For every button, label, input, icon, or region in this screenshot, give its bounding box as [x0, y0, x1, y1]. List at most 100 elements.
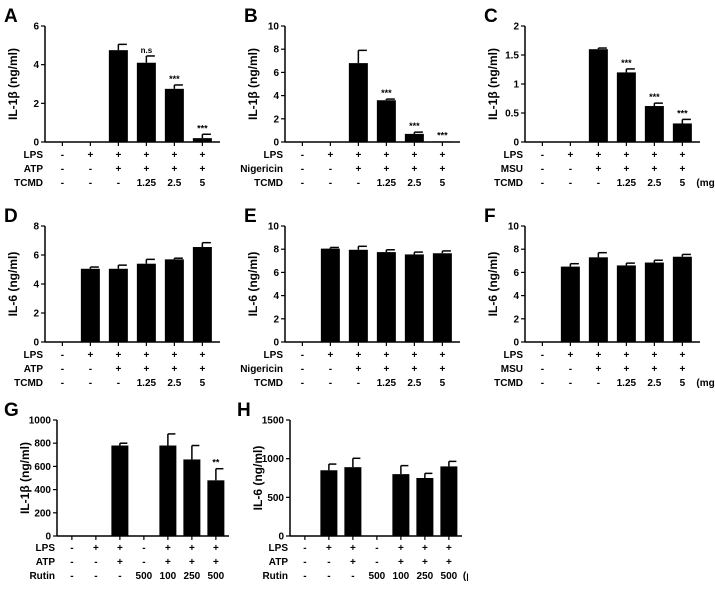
- treatment-cell: +: [567, 150, 573, 161]
- treatment-cell: -: [117, 378, 120, 389]
- treatment-cell: -: [329, 178, 332, 189]
- panel-letter: G: [4, 400, 19, 421]
- treatment-cell: +: [189, 543, 195, 554]
- treatment-cell: +: [327, 150, 333, 161]
- treatment-cell: +: [327, 350, 333, 361]
- bar: [672, 256, 692, 342]
- y-tick-label: 4: [273, 91, 279, 102]
- y-tick-label: 10: [508, 222, 520, 233]
- treatment-cell: 1.25: [617, 178, 637, 189]
- treatment-cell: 5: [200, 378, 206, 389]
- treatment-cell: -: [351, 571, 354, 582]
- treatment-cell: +: [171, 364, 177, 375]
- treatment-cell: +: [567, 350, 573, 361]
- treatment-cell: +: [355, 364, 361, 375]
- treatment-cell: -: [61, 350, 64, 361]
- y-tick-label: 200: [34, 508, 51, 519]
- significance-label: ***: [649, 92, 660, 102]
- treatment-row-label: Rutin: [29, 571, 55, 582]
- treatment-cell: -: [569, 378, 572, 389]
- treatment-cell: 2.5: [647, 178, 661, 189]
- treatment-cell: +: [189, 557, 195, 568]
- treatment-cell: +: [199, 164, 205, 175]
- treatment-row-label: Rutin: [262, 571, 288, 582]
- treatment-cell: -: [375, 543, 378, 554]
- treatment-row-label: ATP: [36, 557, 56, 568]
- significance-label: ***: [409, 121, 420, 131]
- y-axis-label: IL-1β (ng/ml): [6, 48, 20, 120]
- treatment-cell: +: [679, 164, 685, 175]
- treatment-cell: 5: [680, 178, 686, 189]
- treatment-cell: +: [87, 350, 93, 361]
- treatment-cell: 2.5: [647, 378, 661, 389]
- significance-label: n.s: [141, 46, 153, 55]
- treatment-row-label: ATP: [24, 364, 44, 375]
- treatment-cell: +: [439, 150, 445, 161]
- unit-label: (μM): [463, 571, 468, 582]
- treatment-cell: 250: [184, 571, 201, 582]
- treatment-cell: +: [439, 350, 445, 361]
- bar: [392, 474, 410, 536]
- y-tick-label: 2: [273, 314, 279, 325]
- treatment-cell: -: [357, 378, 360, 389]
- treatment-cell: -: [70, 557, 73, 568]
- treatment-cell: -: [61, 178, 64, 189]
- treatment-cell: +: [383, 150, 389, 161]
- treatment-cell: +: [213, 557, 219, 568]
- treatment-cell: +: [143, 350, 149, 361]
- y-tick-label: 6: [273, 268, 279, 279]
- bar: [192, 247, 212, 342]
- y-tick-label: 2: [513, 314, 519, 325]
- treatment-cell: -: [375, 557, 378, 568]
- treatment-cell: -: [541, 350, 544, 361]
- bar: [348, 249, 368, 342]
- treatment-cell: -: [303, 571, 306, 582]
- y-tick-label: 6: [513, 268, 519, 279]
- bar: [164, 88, 184, 142]
- panel-E: E 0 2 4 6 8 10 IL-6 (ng/ml) - - - + - - + + - + +1.25 + +2.5…: [240, 206, 460, 389]
- significance-label: ***: [169, 74, 180, 84]
- treatment-cell: -: [117, 178, 120, 189]
- treatment-cell: 2.5: [167, 178, 181, 189]
- bar: [588, 49, 608, 143]
- bar: [432, 253, 452, 342]
- treatment-cell: +: [115, 350, 121, 361]
- bar: [616, 265, 636, 342]
- treatment-cell: +: [355, 164, 361, 175]
- treatment-cell: +: [165, 543, 171, 554]
- treatment-cell: +: [143, 164, 149, 175]
- treatment-row-label: LPS: [264, 150, 284, 161]
- bar: [348, 63, 368, 143]
- treatment-cell: 500: [441, 571, 458, 582]
- bar: [376, 100, 396, 142]
- treatment-cell: -: [61, 164, 64, 175]
- treatment-cell: +: [383, 350, 389, 361]
- panel-C: C 0 0.5 1 1.5 2 IL-1β (ng/ml) - - - + - - + + - *** + +1.2…: [484, 6, 715, 189]
- treatment-cell: +: [171, 150, 177, 161]
- y-tick-label: 0: [278, 532, 284, 543]
- treatment-cell: -: [301, 378, 304, 389]
- treatment-cell: +: [213, 543, 219, 554]
- treatment-cell: +: [422, 557, 428, 568]
- treatment-cell: 100: [393, 571, 410, 582]
- y-tick-label: 4: [33, 60, 39, 71]
- treatment-cell: +: [383, 164, 389, 175]
- bar: [320, 248, 340, 342]
- treatment-cell: -: [70, 543, 73, 554]
- treatment-row-label: LPS: [269, 543, 289, 554]
- treatment-cell: -: [301, 350, 304, 361]
- bar: [108, 50, 128, 142]
- treatment-cell: +: [398, 543, 404, 554]
- treatment-cell: +: [422, 543, 428, 554]
- treatment-cell: +: [115, 164, 121, 175]
- treatment-cell: -: [327, 571, 330, 582]
- treatment-cell: -: [357, 178, 360, 189]
- unit-label: (mg/ml): [696, 378, 715, 389]
- treatment-row-label: LPS: [36, 543, 56, 554]
- treatment-cell: +: [93, 543, 99, 554]
- treatment-cell: +: [383, 364, 389, 375]
- y-tick-label: 4: [513, 291, 519, 302]
- treatment-cell: 1.25: [137, 178, 157, 189]
- unit-label: (mg/ml): [696, 178, 715, 189]
- panel-letter: D: [4, 206, 18, 227]
